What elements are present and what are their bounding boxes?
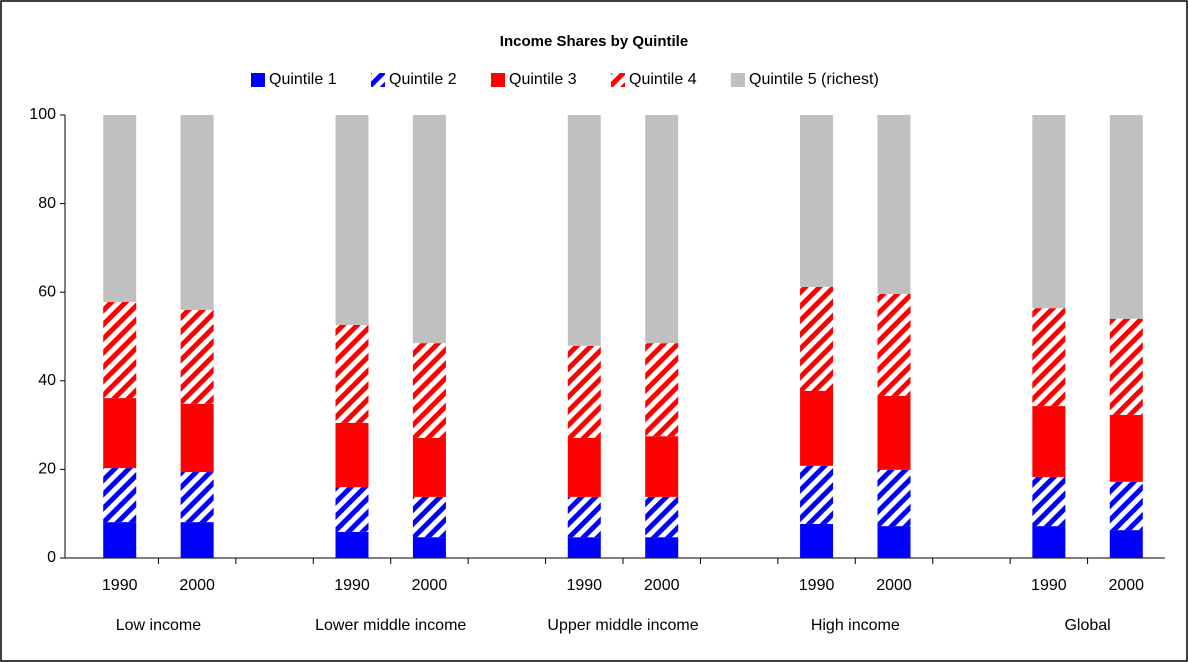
- legend-swatch: [731, 73, 745, 87]
- bar-segment: [877, 469, 911, 527]
- legend-swatch: [491, 73, 505, 87]
- bar-segment: [877, 293, 911, 396]
- bar-segment: [1032, 115, 1066, 309]
- bar-segment: [877, 395, 911, 470]
- x-tick-label: 2000: [644, 577, 680, 594]
- bar-segment: [335, 531, 369, 558]
- bar-segment: [567, 537, 601, 558]
- y-tick-label: 40: [38, 372, 56, 389]
- y-tick-label: 0: [47, 549, 56, 566]
- bar-segment: [567, 437, 601, 497]
- group-label: Global: [1064, 617, 1110, 634]
- bar-segment: [645, 343, 679, 437]
- x-tick-label: 2000: [876, 577, 912, 594]
- chart-title: Income Shares by Quintile: [500, 33, 688, 50]
- bar-segment: [1109, 530, 1143, 558]
- group-label: High income: [811, 617, 900, 634]
- legend-swatch: [251, 73, 265, 87]
- legend-swatch: [611, 73, 625, 87]
- bar-segment: [1032, 526, 1066, 558]
- bar-segment: [103, 468, 137, 523]
- bar-segment: [800, 390, 834, 466]
- bar-segment: [800, 523, 834, 558]
- bar-segment: [645, 537, 679, 558]
- x-tick-label: 1990: [102, 577, 138, 594]
- bar-segment: [567, 496, 601, 538]
- bar-segment: [180, 472, 214, 523]
- bar-segment: [412, 115, 446, 344]
- legend-label: Quintile 4: [629, 71, 697, 88]
- group-label: Lower middle income: [315, 617, 466, 634]
- bar-segment: [1109, 414, 1143, 482]
- bar-segment: [180, 403, 214, 473]
- bar-segment: [103, 522, 137, 558]
- bar-segment: [1032, 476, 1066, 527]
- y-tick-label: 60: [38, 283, 56, 300]
- bar-segment: [800, 115, 834, 287]
- bar-segment: [103, 301, 137, 399]
- bar-segment: [412, 496, 446, 538]
- bar-segment: [335, 422, 369, 488]
- bar-segment: [103, 115, 137, 302]
- legend-label: Quintile 1: [269, 71, 337, 88]
- y-tick-label: 80: [38, 195, 56, 212]
- bar-segment: [567, 115, 601, 346]
- bar-segment: [1109, 115, 1143, 319]
- bar-segment: [1032, 308, 1066, 407]
- bar-segment: [180, 522, 214, 558]
- legend-label: Quintile 3: [509, 71, 577, 88]
- legend-swatch: [371, 73, 385, 87]
- legend-label: Quintile 5 (richest): [749, 71, 879, 88]
- bar-segment: [645, 496, 679, 538]
- bar-segment: [645, 436, 679, 497]
- x-tick-label: 2000: [179, 577, 215, 594]
- x-tick-label: 1990: [1031, 577, 1067, 594]
- x-tick-label: 1990: [799, 577, 835, 594]
- bar-segment: [877, 115, 911, 294]
- x-tick-label: 1990: [334, 577, 370, 594]
- legend-label: Quintile 2: [389, 71, 457, 88]
- bar-segment: [103, 398, 137, 469]
- bar-segment: [335, 324, 369, 423]
- bar-segment: [1109, 318, 1143, 415]
- bar-segment: [335, 487, 369, 532]
- bar-segment: [335, 115, 369, 325]
- bar-segment: [412, 437, 446, 497]
- bar-segment: [800, 286, 834, 391]
- bar-segment: [645, 115, 679, 344]
- x-tick-label: 2000: [1108, 577, 1144, 594]
- bar-segment: [180, 309, 214, 404]
- y-tick-label: 100: [29, 106, 56, 123]
- group-label: Upper middle income: [547, 617, 698, 634]
- bar-segment: [412, 343, 446, 438]
- bar-segment: [1109, 481, 1143, 531]
- x-tick-label: 1990: [566, 577, 602, 594]
- bar-segment: [567, 345, 601, 438]
- group-label: Low income: [116, 617, 201, 634]
- bar-segment: [412, 537, 446, 558]
- bar-segment: [180, 115, 214, 310]
- y-tick-label: 20: [38, 461, 56, 478]
- bar-segment: [1032, 406, 1066, 477]
- bar-segment: [800, 465, 834, 524]
- bar-segment: [877, 526, 911, 558]
- x-tick-label: 2000: [412, 577, 448, 594]
